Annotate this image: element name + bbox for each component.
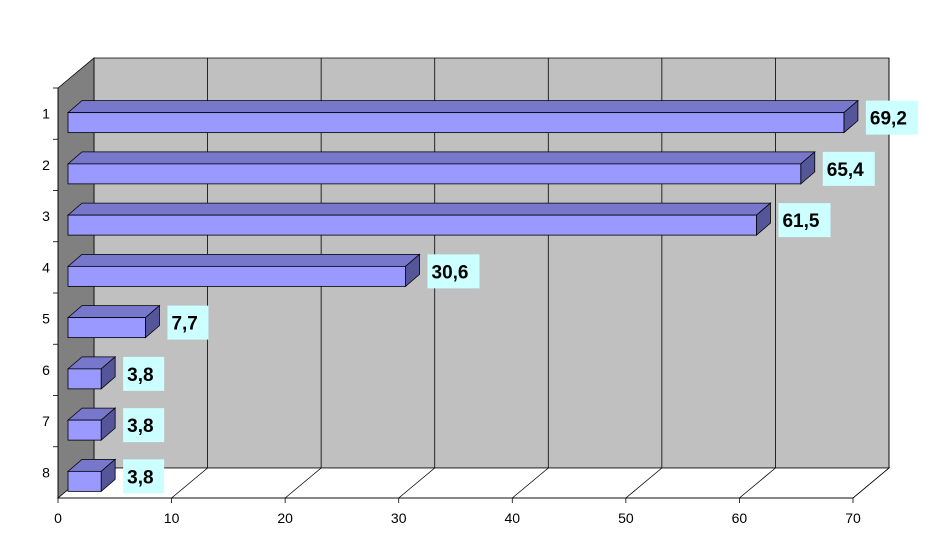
- y-tick-label: 1: [42, 106, 50, 122]
- data-label: 69,2: [865, 100, 918, 135]
- bar-front-face: [67, 317, 146, 339]
- x-tick-label: 0: [54, 510, 62, 526]
- gridline-floor: [852, 467, 890, 499]
- bar-front-face: [67, 163, 802, 185]
- gridline-floor: [739, 467, 776, 499]
- data-label-background: [123, 459, 165, 494]
- data-label: 3,8: [123, 356, 165, 391]
- bar: [66, 356, 117, 390]
- data-label-text: 30,6: [432, 262, 469, 283]
- data-label: 65,4: [822, 151, 875, 186]
- gridline-floor: [398, 467, 435, 499]
- bar-top-face: [66, 151, 816, 165]
- bar-front-face: [67, 214, 757, 236]
- x-axis: 0 10 20 30 40 50 60 70: [54, 497, 861, 526]
- data-label-text: 3,8: [127, 467, 153, 488]
- bar: [66, 304, 161, 339]
- data-label-background: [865, 100, 918, 135]
- x-tick-label: 60: [732, 510, 748, 526]
- data-label-text: 3,8: [127, 365, 153, 386]
- chart-bars: [66, 99, 859, 493]
- y-tick-label: 5: [42, 311, 50, 327]
- y-tick-label: 4: [42, 259, 50, 275]
- data-label-text: 69,2: [870, 109, 907, 130]
- bar-top-face: [66, 100, 859, 114]
- data-label-background: [427, 254, 480, 289]
- y-tick-label: 7: [42, 413, 50, 429]
- bar-front-face: [67, 265, 406, 287]
- bar-front-face: [67, 419, 102, 441]
- bar: [66, 202, 772, 236]
- y-tick-label: 6: [42, 362, 50, 378]
- y-tick-label: 3: [42, 208, 50, 224]
- floor: [56, 467, 891, 499]
- bar: [66, 407, 117, 441]
- bar: [66, 458, 117, 493]
- gridline-floor: [625, 467, 663, 499]
- bar-top-face: [66, 202, 772, 216]
- x-tick-label: 20: [277, 510, 293, 526]
- x-tick-label: 70: [845, 510, 861, 526]
- data-label-background: [123, 356, 165, 391]
- y-axis: 1 2 3 4 5 6 7 8: [42, 87, 59, 498]
- gridline-floor: [284, 467, 322, 499]
- bar-front-face: [67, 470, 102, 492]
- data-label-background: [167, 305, 209, 340]
- bar-front-face: [67, 368, 102, 390]
- y-tick-label: 2: [42, 157, 50, 173]
- bar-front-face: [67, 112, 845, 134]
- data-label-text: 7,7: [171, 314, 197, 335]
- bar: [66, 151, 816, 185]
- x-tick-label: 40: [504, 510, 520, 526]
- data-label-background: [822, 151, 875, 186]
- data-label-text: 65,4: [827, 160, 864, 181]
- data-label: 3,8: [123, 408, 165, 443]
- data-label-background: [778, 203, 831, 238]
- data-label-background: [123, 408, 165, 443]
- gridline-floor: [171, 467, 208, 499]
- data-label-text: 3,8: [127, 416, 153, 437]
- bar: [66, 253, 421, 288]
- bar: [66, 99, 859, 134]
- data-label: 30,6: [427, 254, 480, 289]
- chart-data-labels: 69,2 65,4 61,5 30,6 7,7 3,8 3,8 3,8: [123, 100, 918, 494]
- data-label: 3,8: [123, 459, 165, 494]
- x-tick-label: 10: [164, 510, 180, 526]
- data-label-text: 61,5: [782, 211, 819, 232]
- data-label: 61,5: [778, 203, 831, 238]
- x-tick-label: 50: [618, 510, 634, 526]
- x-tick-label: 30: [391, 510, 407, 526]
- bar-top-face: [66, 305, 161, 319]
- bar-top-face: [66, 253, 421, 267]
- y-tick-label: 8: [42, 464, 50, 480]
- gridline-floor: [512, 467, 549, 499]
- data-label: 7,7: [167, 305, 209, 340]
